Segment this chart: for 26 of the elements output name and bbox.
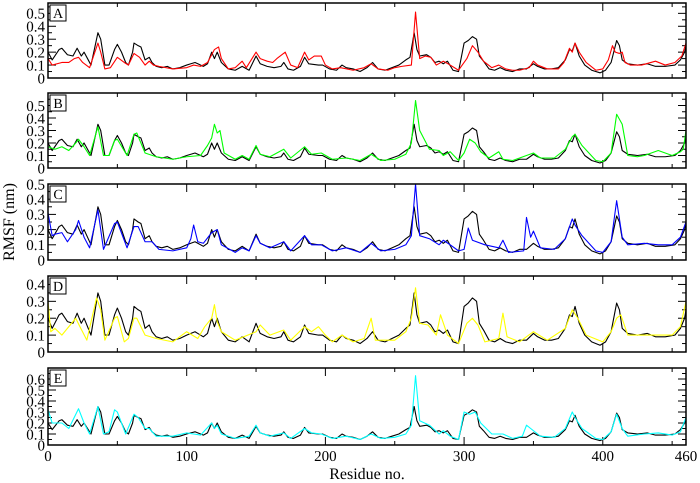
x-tick-label: 400 — [592, 449, 614, 465]
y-tick-label: 0.4 — [26, 192, 46, 208]
x-tick-label: 300 — [452, 449, 476, 465]
x-tick-label: 100 — [175, 449, 198, 465]
y-tick-label: 0.2 — [26, 311, 45, 328]
y-tick-label: 0.2 — [26, 222, 45, 239]
y-tick-label: 0.1 — [26, 238, 45, 254]
y-tick-label: 0.1 — [26, 328, 45, 344]
x-tick-label: 200 — [314, 449, 337, 465]
chart-title: D — [52, 280, 64, 295]
chart-title: E — [54, 372, 62, 387]
y-tick-label: 0.5 — [26, 177, 45, 194]
chart-title: A — [52, 7, 64, 22]
x-tick-label: 460 — [674, 449, 698, 465]
line-series — [47, 375, 687, 440]
chart-title: B — [53, 97, 63, 112]
y-tick-label: 0 — [38, 253, 45, 270]
y-axis-title: RMSF (nm) — [1, 183, 18, 261]
y-tick-label: 0 — [38, 345, 45, 362]
line-series — [47, 100, 687, 162]
y-tick-label: 0.3 — [26, 294, 45, 311]
chart-title: C — [53, 188, 63, 203]
line-series — [47, 183, 687, 253]
y-tick-label: 0.4 — [26, 278, 46, 294]
x-axis-title: Residue no. — [329, 466, 405, 483]
y-tick-label: 0.3 — [26, 208, 45, 224]
